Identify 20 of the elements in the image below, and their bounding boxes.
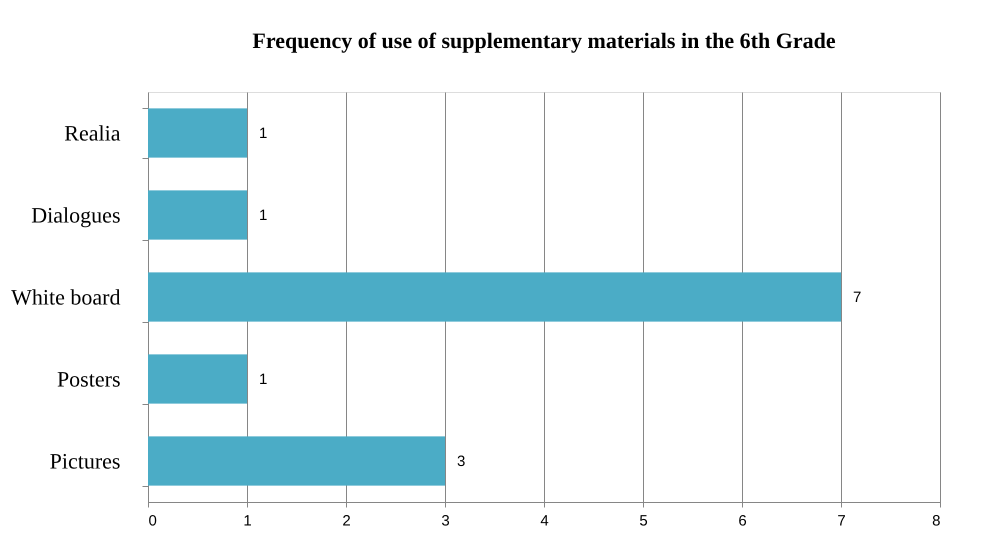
data-label: 1 (259, 207, 268, 224)
y-tick-label: Posters (56, 366, 120, 392)
x-tick-label: 1 (243, 512, 252, 530)
y-tick-label: Pictures (50, 448, 120, 474)
x-tick-label: 6 (738, 512, 747, 530)
x-tick-label: 5 (639, 512, 648, 530)
y-tick-label: White board (11, 284, 120, 310)
x-tick-label: 4 (540, 512, 549, 530)
x-tick-label: 2 (342, 512, 351, 530)
y-tick-label: Dialogues (31, 202, 120, 228)
x-tick-label: 0 (148, 512, 157, 530)
x-tick-label: 7 (837, 512, 846, 530)
data-label: 1 (259, 371, 268, 388)
data-label: 7 (853, 289, 862, 306)
chart-title: Frequency of use of supplementary materials in the 6th Grade (252, 28, 836, 53)
x-tick-label: 3 (441, 512, 450, 530)
data-label: 1 (259, 125, 268, 142)
y-tick-label: Realia (64, 120, 121, 146)
x-tick-label: 8 (932, 512, 940, 530)
data-label: 3 (457, 453, 466, 470)
